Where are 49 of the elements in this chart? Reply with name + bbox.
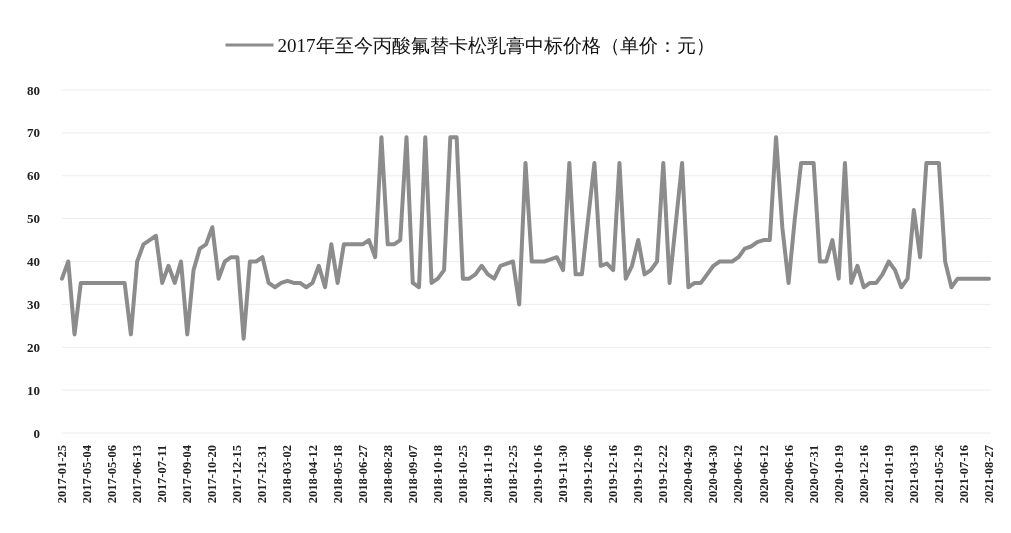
x-tick-label: 2018-11-19 [480,445,495,503]
x-tick-label: 2018-04-12 [305,445,320,504]
x-tick-label: 2017-12-31 [255,445,270,504]
x-tick-label: 2017-05-06 [105,445,120,504]
x-tick-label: 2020-06-12 [756,445,771,504]
x-tick-label: 2020-04-30 [706,445,721,504]
x-tick-label: 2020-12-16 [856,445,871,504]
x-tick-label: 2019-10-16 [531,445,546,504]
x-tick-label: 2017-12-15 [230,445,245,504]
y-tick-label: 70 [27,125,40,141]
x-tick-label: 2019-12-16 [606,445,621,504]
x-tick-label: 2021-08-27 [982,445,996,504]
y-tick-label: 30 [27,296,40,312]
x-tick-label: 2018-09-07 [405,445,420,504]
y-tick-label: 0 [33,425,40,441]
line-series [60,135,991,341]
x-tick-label: 2018-05-18 [330,445,345,504]
x-tick-label: 2019-12-19 [631,445,646,504]
x-tick-label: 2017-07-11 [155,445,170,503]
y-tick-label: 50 [27,211,40,227]
y-tick-label: 40 [27,254,40,270]
x-tick-label: 2017-09-04 [180,444,195,504]
y-tick-label: 60 [27,168,40,184]
x-tick-label: 2021-05-26 [931,445,946,504]
x-tick-label: 2018-06-27 [355,445,370,504]
legend-label: 2017年至今丙酸氟替卡松乳膏中标价格（单价：元） [277,34,715,56]
x-tick-label: 2019-12-22 [656,445,671,504]
x-tick-label: 2021-07-16 [956,445,971,504]
y-tick-label: 10 [27,382,40,398]
x-tick-label: 2017-01-25 [55,445,69,504]
x-tick-label: 2020-07-31 [806,445,821,504]
x-tick-label: 2018-12-25 [505,445,520,504]
x-tick-label: 2017-05-04 [80,444,95,504]
x-tick-label: 2020-06-12 [731,445,746,504]
y-tick-label: 20 [27,339,40,355]
x-tick-label: 2021-03-19 [906,445,921,504]
x-tick-label: 2018-03-02 [280,445,295,504]
x-tick-label: 2018-10-25 [455,445,470,504]
x-tick-label: 2020-10-19 [831,445,846,504]
x-tick-label: 2021-01-19 [881,445,896,504]
x-tick-label: 2018-08-28 [380,445,395,504]
y-tick-label: 80 [27,82,40,98]
x-tick-label: 2020-04-29 [681,445,696,504]
x-tick-label: 2018-10-18 [430,445,445,504]
x-tick-label: 2017-06-13 [130,445,145,504]
x-tick-label: 2019-12-06 [581,445,596,504]
x-tick-label: 2019-11-30 [556,445,571,503]
x-tick-label: 2017-10-20 [205,445,220,504]
x-tick-label: 2020-06-16 [781,445,796,504]
